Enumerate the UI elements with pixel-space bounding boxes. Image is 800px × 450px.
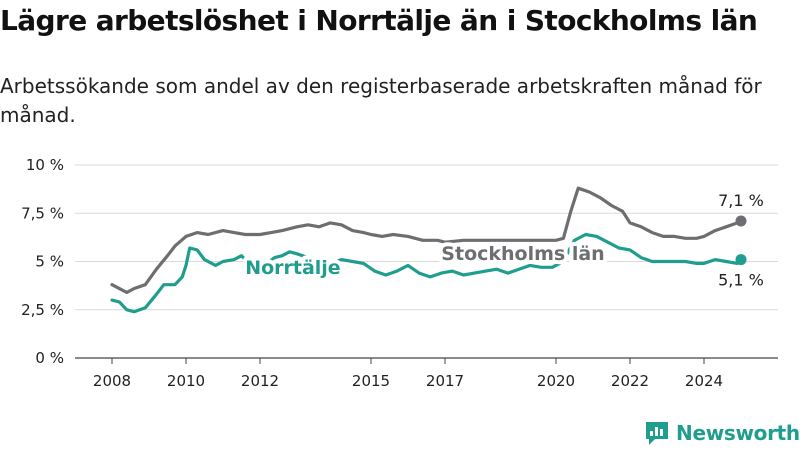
x-tick-label: 2024 [685, 372, 723, 390]
y-tick-label: 0 % [35, 349, 64, 367]
x-tick-label: 2008 [93, 372, 131, 390]
x-tick-label: 2012 [241, 372, 279, 390]
x-axis: 2008 2010 2012 2015 2017 2020 2022 2024 [93, 358, 723, 390]
y-tick-label: 10 % [26, 156, 64, 174]
newsworthy-logo: Newsworthy [644, 418, 800, 448]
chart-logo-icon [646, 422, 668, 445]
x-tick-label: 2022 [611, 372, 649, 390]
y-tick-label: 2,5 % [21, 301, 64, 319]
y-tick-label: 5 % [35, 253, 64, 271]
x-tick-label: 2017 [426, 372, 464, 390]
series-line-stockholms-lan [110, 186, 743, 294]
series-lines [110, 186, 747, 314]
series-name-label: Norrtälje [245, 257, 341, 279]
series-name-label: Stockholms län [441, 243, 604, 265]
chart-title: Lägre arbetslöshet i Norrtälje än i Stoc… [0, 4, 758, 37]
end-value-label: 7,1 % [718, 191, 764, 210]
y-axis: 0 % 2,5 % 5 % 7,5 % 10 % [21, 156, 64, 367]
y-tick-label: 7,5 % [21, 204, 64, 222]
series-end-point [735, 254, 747, 266]
x-tick-label: 2010 [167, 372, 205, 390]
chart-subtitle: Arbetssökande som andel av den registerb… [0, 74, 762, 127]
brand-name: Newsworthy [676, 421, 800, 445]
x-tick-label: 2015 [352, 372, 390, 390]
line-chart: 0 % 2,5 % 5 % 7,5 % 10 % 2008 2010 2012 2015 201… [21, 156, 778, 390]
series-name-halo: Norrtälje [245, 257, 341, 279]
end-value-label: 5,1 % [718, 271, 764, 290]
x-tick-label: 2020 [537, 372, 575, 390]
series-line-norrtalje [110, 232, 743, 314]
series-end-point [735, 215, 747, 227]
series-name-halo: Stockholms län [441, 243, 604, 265]
